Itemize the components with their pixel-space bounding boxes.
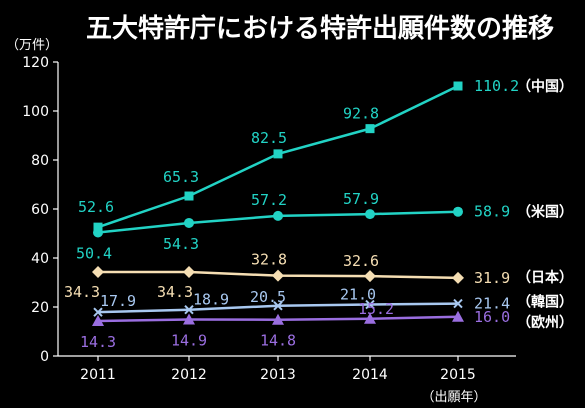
data-point-triangle [183, 313, 195, 325]
data-label: 16.0 [474, 308, 510, 326]
data-label: 54.3 [163, 235, 199, 253]
data-point-x [93, 307, 103, 317]
data-point-triangle [92, 314, 104, 326]
data-point-x [184, 304, 194, 315]
chart-title: 五大特許庁における特許出願件数の推移 [86, 13, 554, 44]
data-label: 82.5 [251, 129, 287, 147]
legend-label: （米国） [517, 204, 573, 221]
data-point-triangle [272, 313, 284, 325]
data-label: 34.3 [64, 283, 100, 301]
data-point-square [365, 124, 375, 134]
data-label: 65.3 [163, 168, 199, 186]
y-tick-label: 0 [40, 349, 49, 365]
data-label: 14.9 [171, 331, 207, 349]
y-tick-label: 40 [31, 251, 49, 267]
data-label: 20.5 [250, 288, 286, 306]
data-point-triangle [364, 312, 376, 324]
data-point-x [453, 298, 463, 309]
data-label: 52.6 [78, 198, 114, 216]
data-label: 50.4 [76, 245, 112, 263]
data-label: 15.2 [358, 300, 394, 318]
y-tick-label: 80 [31, 153, 49, 169]
x-tick-label: 2011 [80, 367, 116, 383]
y-tick-label: 100 [22, 104, 49, 120]
x-axis-label: （出願年） [421, 390, 486, 405]
data-point-diamond [452, 271, 464, 284]
data-label: 18.9 [193, 291, 229, 309]
data-point-x [365, 299, 375, 310]
data-point-square [93, 222, 103, 232]
data-label: 31.9 [474, 269, 510, 287]
x-tick-label: 2014 [352, 367, 388, 383]
data-point-circle [93, 227, 103, 238]
y-tick-label: 120 [22, 55, 49, 71]
data-label: 14.3 [80, 333, 116, 351]
data-label: 17.9 [100, 292, 136, 310]
data-label: 32.6 [343, 252, 379, 270]
y-tick-label: 60 [31, 202, 49, 218]
data-point-square [453, 81, 463, 91]
data-point-circle [184, 217, 194, 228]
data-point-square [273, 149, 283, 159]
data-label: 34.3 [157, 283, 193, 301]
data-point-x [273, 301, 283, 311]
legend-label: （欧州） [517, 314, 573, 331]
data-label: 110.2 [474, 77, 519, 95]
data-label: 32.8 [251, 251, 287, 269]
data-label: 57.9 [343, 190, 379, 208]
y-axis-label: （万件） [6, 38, 58, 53]
data-label: 21.0 [340, 286, 376, 304]
data-point-circle [453, 206, 463, 217]
data-point-square [184, 191, 194, 201]
legend-label: （韓国） [517, 294, 573, 311]
legend-label: （中国） [517, 78, 573, 95]
data-point-circle [365, 209, 375, 220]
x-tick-label: 2012 [171, 367, 207, 383]
data-point-diamond [364, 270, 376, 283]
data-point-diamond [183, 265, 195, 278]
data-point-triangle [452, 310, 464, 322]
data-label: 57.2 [251, 191, 287, 209]
data-point-circle [273, 210, 283, 221]
data-label: 14.8 [260, 332, 296, 350]
data-point-diamond [272, 269, 284, 282]
data-label: 21.4 [474, 295, 510, 313]
data-label: 92.8 [343, 105, 379, 123]
data-point-diamond [92, 265, 104, 278]
legend-label: （日本） [517, 269, 573, 286]
x-tick-label: 2015 [440, 367, 476, 383]
data-label: 58.9 [474, 203, 510, 221]
x-tick-label: 2013 [260, 367, 296, 383]
y-tick-label: 20 [31, 300, 49, 316]
